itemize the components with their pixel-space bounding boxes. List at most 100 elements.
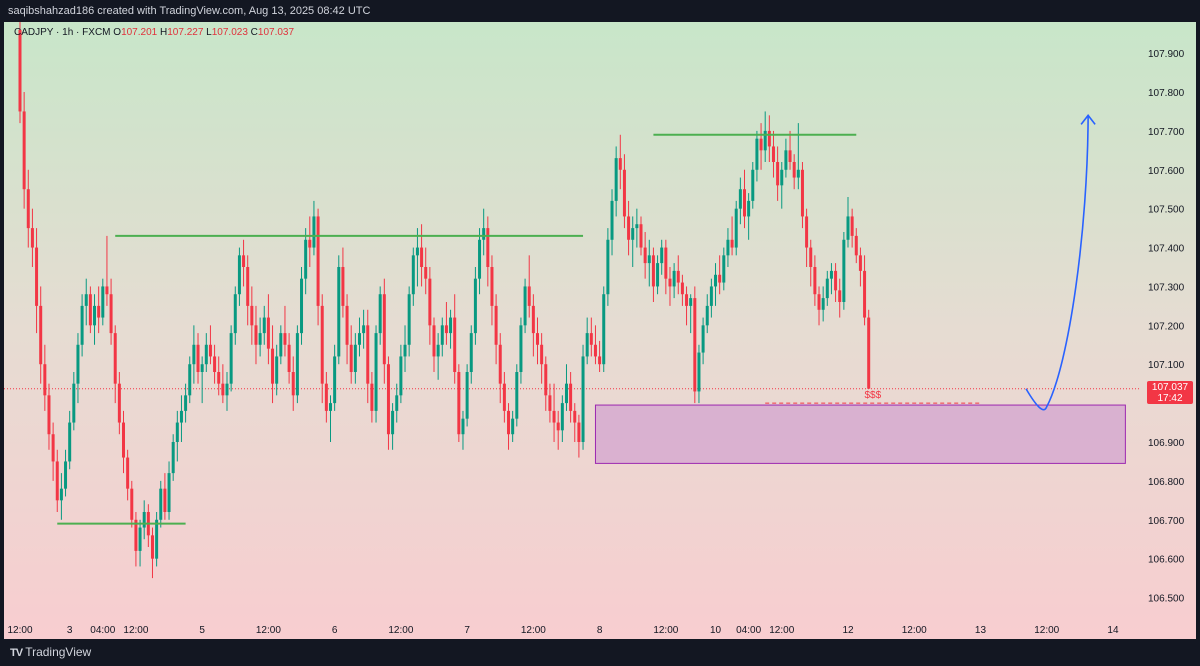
candle-body [813,267,817,295]
candle [531,294,535,357]
symbol-info[interactable]: CADJPY · 1h · FXCM [14,27,111,38]
candle-body [167,473,171,512]
candle-body [142,512,146,528]
candle [51,422,55,481]
candle-body [465,372,469,419]
candle [105,235,109,306]
candle [97,286,101,334]
candle-body [660,247,664,264]
candle [134,512,138,567]
candle-body [540,344,544,365]
attribution-bar: saqibshahzad186 created with TradingView… [0,0,1200,22]
candle-body [428,278,432,326]
current-price-value: 107.037 [1151,382,1189,393]
time-tick-label: 04:00 [90,625,115,636]
candle [763,111,767,162]
candle [494,294,498,365]
candle [693,286,697,404]
candle [196,333,200,384]
price-chart-svg[interactable]: $$$ 12:00 3 04:00 12:00 5 12:00 6 12:00 7 12:00 8 12… [4,22,1140,639]
candle [821,286,825,322]
candle [22,92,26,209]
candle [564,364,568,411]
candle-body [598,356,602,365]
candle [478,228,482,295]
price-axis[interactable]: 107.900 107.800 107.700 107.600 107.500 107.4… [1140,22,1196,639]
candle [651,247,655,302]
candle-body [391,410,395,435]
candle [440,317,444,357]
candle-body [316,216,320,306]
candle [614,146,618,217]
candle-body [854,235,858,256]
candle [171,434,175,481]
symbol-legend[interactable]: CADJPY · 1h · FXCM O107.201 H107.227 L10… [14,27,294,38]
candle [117,372,121,435]
candle [680,274,684,306]
candle-body [93,305,97,326]
candle-body [271,348,275,384]
candle-body [697,352,701,392]
candle-body [208,344,212,357]
chart-plot-area[interactable]: $$$ 12:00 3 04:00 12:00 5 12:00 6 12:00 7 12:00 8 12… [4,22,1140,639]
candle [76,333,80,404]
candle-body [627,216,631,240]
candle-body [767,130,771,147]
candle-body [349,344,353,372]
price-tick-label: 106.900 [1148,438,1185,449]
candle [345,294,349,365]
candle-body [552,410,556,423]
candle-body [76,344,80,384]
candle [660,239,664,275]
candle [47,383,51,450]
candle [486,216,490,287]
candle-body [449,317,453,334]
candle [217,356,221,396]
candle [366,309,370,404]
candle-body [304,239,308,279]
candle-body [138,527,142,551]
time-tick-label: 12:00 [123,625,148,636]
candle [643,232,647,279]
candle [200,356,204,404]
candle-body [424,267,428,279]
candle-body [436,344,440,357]
candle [291,356,295,411]
candle-body [796,169,800,178]
candle [333,344,337,411]
candle-body [685,294,689,306]
candle [275,344,279,396]
candle-body [47,395,51,435]
candle [126,449,130,501]
candle [159,480,163,528]
candle-body [722,255,726,283]
candle-body [18,29,22,112]
candle [457,364,461,442]
candle-body [680,282,684,295]
candle-body [113,333,117,384]
candle [544,356,548,411]
tradingview-logo-icon[interactable]: TV [10,647,23,659]
candle-body [730,239,734,248]
candle [776,146,780,201]
candle [573,403,577,442]
candle [341,247,345,318]
open-label: O [113,27,122,38]
candle [113,325,117,404]
candle [453,294,457,384]
candle [258,317,262,357]
candle [863,255,867,326]
high-value: 107.227 [167,27,204,38]
candle-body [105,286,109,295]
candle-body [780,169,784,186]
candle-body [747,200,751,217]
demand-zone [594,404,1126,464]
candle [465,364,469,427]
candle [250,286,254,345]
candle [188,356,192,404]
candle [300,267,304,345]
candle [780,162,784,209]
candle [382,278,386,384]
candle [734,200,738,256]
candle-body [192,344,196,365]
